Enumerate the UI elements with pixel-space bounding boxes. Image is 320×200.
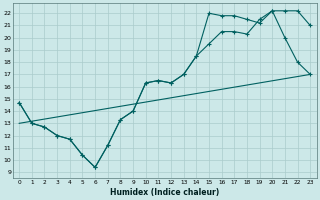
X-axis label: Humidex (Indice chaleur): Humidex (Indice chaleur) [110, 188, 219, 197]
